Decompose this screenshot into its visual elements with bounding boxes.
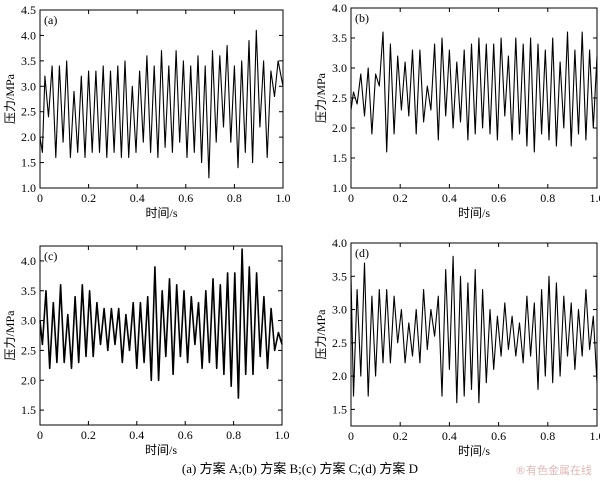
y-tick-label: 2.5 [21,105,36,119]
y-tick-label: 4.0 [332,236,347,250]
plot-frame [39,245,283,426]
chart-panel-2: 0 0.2 0.4 0.6 0.8 1.0 1.0 1.5 2.0 2.5 3.0 3.5 4.0 时间/… [314,1,600,220]
plot-frame [350,242,598,427]
x-tick-label: 0 [348,191,354,205]
y-tick-label: 1.5 [21,403,36,417]
y-tick-label: 2.5 [332,336,347,350]
watermark: ®有色金属在线 [515,464,592,477]
y-tick-label: 2.0 [21,130,36,144]
y-tick-label: 1.0 [332,181,347,195]
plot-frame [39,9,284,189]
y-tick-label: 4.0 [332,1,347,15]
chart-panel-1: 0 0.2 0.4 0.6 0.8 1.0 1.0 1.5 2.0 2.5 3.0 3.5 4.0 4.5… [3,3,291,220]
x-axis-label: 时间/s [145,443,177,457]
y-tick-label: 2.0 [332,369,347,383]
x-tick-label: 0.8 [540,429,555,443]
pressure-series-line [350,255,598,404]
x-tick-label: 1.0 [275,428,290,442]
x-tick-label: 0.4 [129,428,144,442]
panel-label: (a) [44,13,57,27]
y-tick-label: 1.5 [21,156,36,170]
x-tick-label: 0.2 [393,191,408,205]
x-tick-label: 0.6 [491,429,506,443]
y-axis-label: 压力/MPa [314,72,328,123]
y-tick-label: 2.5 [21,343,36,357]
y-tick-label: 1.0 [21,181,36,195]
y-tick-label: 2.0 [21,373,36,387]
x-tick-label: 1.0 [590,429,600,443]
pressure-series-line [39,29,284,179]
y-axis-label: 压力/MPa [3,310,17,361]
x-tick-label: 0.4 [442,429,457,443]
x-tick-label: 0 [37,191,43,205]
x-tick-label: 0.4 [130,191,145,205]
y-tick-label: 3.0 [21,314,36,328]
x-axis-label: 时间/s [458,206,490,220]
y-tick-label: 1.5 [332,151,347,165]
y-tick-label: 2.5 [332,91,347,105]
x-axis-label: 时间/s [458,444,490,458]
x-tick-label: 0.8 [226,428,241,442]
y-axis-label: 压力/MPa [3,73,17,124]
pressure-series-line [39,248,283,399]
y-axis-label: 压力/MPa [314,309,328,360]
chart-panel-4: 0 0.2 0.4 0.6 0.8 1.0 1.5 2.0 2.5 3.0 3.5 4.0 时间/s 压力… [314,236,600,458]
y-tick-label: 3.5 [21,54,36,68]
x-tick-label: 0.4 [442,191,457,205]
panel-label: (d) [355,246,369,260]
figure-caption: (a) 方案 A;(b) 方案 B;(c) 方案 C;(d) 方案 D [181,461,419,476]
x-tick-label: 0.6 [178,428,193,442]
x-tick-label: 0.2 [81,428,96,442]
y-tick-label: 4.0 [21,254,36,268]
y-tick-label: 4.0 [21,28,36,42]
x-tick-label: 0.8 [227,191,242,205]
panel-label: (b) [355,11,369,25]
y-tick-label: 3.5 [332,31,347,45]
x-tick-label: 0.6 [178,191,193,205]
x-axis-label: 时间/s [145,206,177,220]
y-tick-label: 3.5 [332,269,347,283]
x-tick-label: 1.0 [590,191,600,205]
y-tick-label: 3.0 [332,303,347,317]
x-tick-label: 0 [348,429,354,443]
panel-label: (c) [44,249,57,263]
y-tick-label: 1.5 [332,402,347,416]
y-tick-label: 3.0 [332,61,347,75]
pressure-series-line [350,31,598,153]
x-tick-label: 0.2 [81,191,96,205]
y-tick-label: 3.5 [21,284,36,298]
x-tick-label: 0.2 [393,429,408,443]
y-tick-label: 2.0 [332,121,347,135]
x-tick-label: 1.0 [276,191,291,205]
x-tick-label: 0 [37,428,43,442]
x-tick-label: 0.8 [540,191,555,205]
x-tick-label: 0.6 [491,191,506,205]
y-tick-label: 3.0 [21,79,36,93]
y-tick-label: 4.5 [21,3,36,17]
chart-panel-3: 0 0.2 0.4 0.6 0.8 1.0 1.5 2.0 2.5 3.0 3.5 4.0 时间/s 压力… [3,245,290,457]
